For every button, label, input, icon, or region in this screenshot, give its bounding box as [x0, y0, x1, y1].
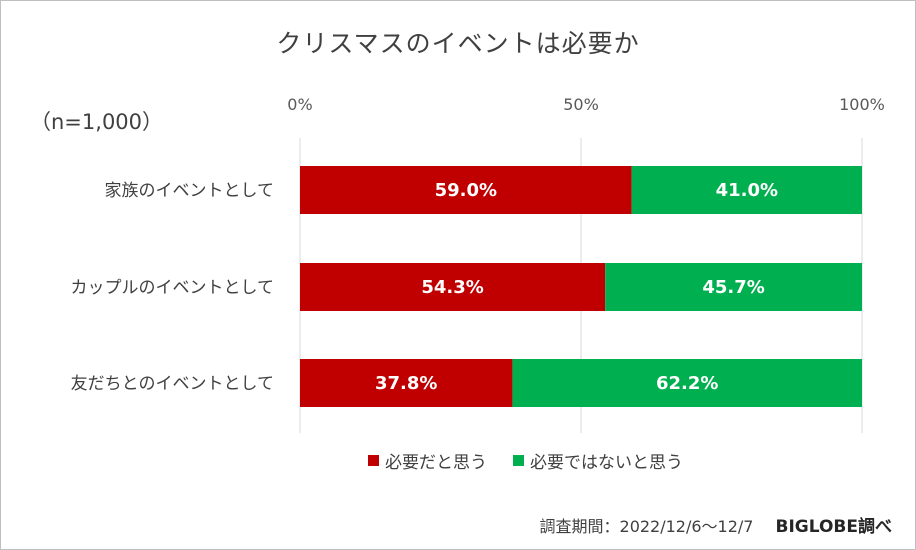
bar-necessary-0	[300, 166, 632, 214]
x-tick-label-50: 50%	[563, 95, 599, 114]
bar-not-necessary-2	[512, 359, 862, 407]
bar-necessary-1	[300, 263, 606, 311]
survey-period: 調査期間：2022/12/6～12/7	[539, 517, 754, 536]
legend-label-not-necessary: 必要ではないと思う	[530, 452, 683, 473]
source-credit: BIGLOBE調べ	[775, 517, 893, 537]
category-label-0: 家族のイベントとして	[105, 181, 275, 201]
x-tick-label-0: 0%	[287, 95, 312, 114]
data-label-necessary-0: 59.0%	[435, 180, 497, 201]
footer: 調査期間：2022/12/6～12/7 BIGLOBE調べ	[540, 512, 892, 537]
legend-item-necessary: 必要だと思う	[368, 448, 487, 473]
legend-swatch-necessary	[368, 454, 379, 466]
legend-label-necessary: 必要だと思う	[385, 452, 487, 473]
legend-swatch-not-necessary	[513, 454, 524, 466]
bar-not-necessary-0	[631, 166, 862, 214]
data-label-not-necessary-1: 45.7%	[702, 277, 764, 298]
sample-size-label: （n=1,000）	[30, 110, 164, 134]
legend: 必要だと思う 必要ではないと思う	[368, 448, 709, 473]
category-label-2: 友だちとのイベントとして	[71, 374, 274, 394]
bar-necessary-2	[300, 359, 513, 407]
data-label-necessary-1: 54.3%	[421, 277, 483, 298]
data-label-necessary-2: 37.8%	[375, 373, 437, 394]
chart-title: クリスマスのイベントは必要か	[276, 29, 640, 58]
data-label-not-necessary-2: 62.2%	[656, 373, 718, 394]
x-tick-label-100: 100%	[839, 95, 885, 114]
category-label-1: カップルのイベントとして	[71, 278, 275, 298]
data-label-not-necessary-0: 41.0%	[716, 180, 778, 201]
bar-not-necessary-1	[605, 263, 862, 311]
legend-item-not-necessary: 必要ではないと思う	[513, 448, 683, 473]
